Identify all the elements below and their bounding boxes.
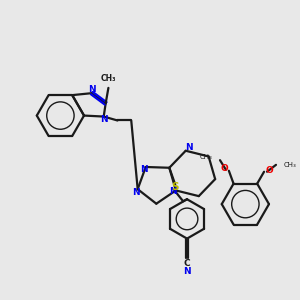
Text: N: N (88, 85, 96, 94)
Text: CH₃: CH₃ (200, 154, 212, 160)
Text: N: N (183, 267, 191, 276)
Text: N: N (169, 187, 177, 196)
Text: N: N (185, 143, 193, 152)
Text: CH₃: CH₃ (101, 74, 116, 83)
Text: N: N (132, 188, 140, 196)
Text: O: O (220, 164, 228, 173)
Text: N: N (100, 116, 107, 124)
Text: CH₃: CH₃ (284, 162, 297, 168)
Text: O: O (265, 166, 273, 175)
Text: C: C (184, 259, 190, 268)
Text: N: N (140, 165, 148, 174)
Text: S: S (172, 182, 179, 192)
